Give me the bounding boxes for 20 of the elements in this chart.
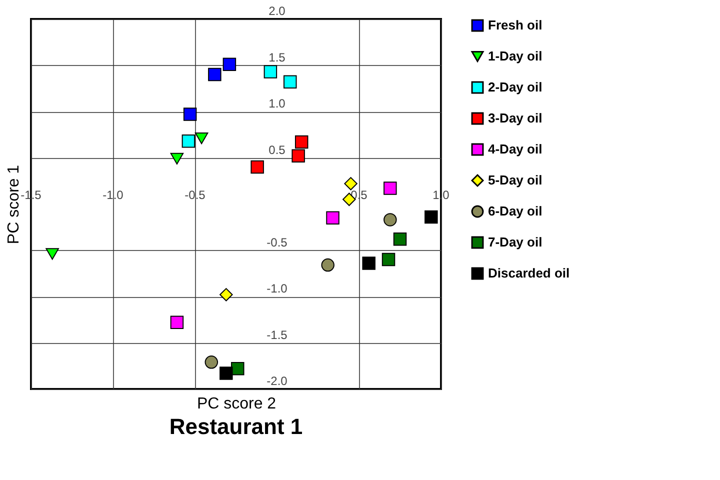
legend-label: 4-Day oil bbox=[488, 142, 542, 156]
text: Restaurant 1 bbox=[169, 414, 303, 439]
y-tick-label: -1.5 bbox=[266, 328, 288, 342]
y-tick-label: -1.0 bbox=[266, 282, 288, 296]
legend-label: 1-Day oil bbox=[488, 48, 542, 64]
legend-label: Discarded oil bbox=[488, 266, 570, 280]
y-tick-label: 2.0 bbox=[268, 4, 286, 18]
legend-label: Fresh oil bbox=[488, 18, 542, 32]
legend-label: 7-Day oil bbox=[488, 234, 542, 250]
y-tick-label: -0.5 bbox=[266, 235, 288, 250]
y-tick-label: 1.5 bbox=[268, 50, 286, 64]
legend-label: 2-Day oil bbox=[488, 80, 542, 94]
y-tick-label: 1.0 bbox=[268, 96, 286, 110]
legend-label: 6-Day oil bbox=[488, 204, 542, 218]
x-axis-title: PC score 2 bbox=[196, 396, 276, 412]
y-tick-label: 0.5 bbox=[268, 142, 286, 157]
y-axis-title: PC score 1 bbox=[6, 164, 22, 244]
legend-label: 3-Day oil bbox=[488, 110, 542, 126]
y-tick-label: -2.0 bbox=[266, 374, 288, 388]
legend-label: 5-Day oil bbox=[488, 172, 542, 188]
